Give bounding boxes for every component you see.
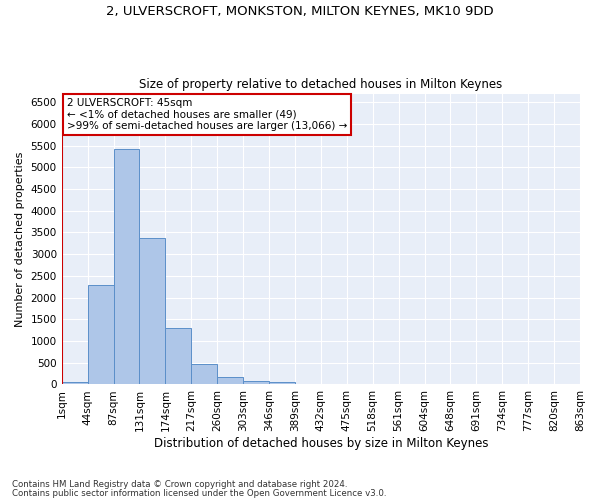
Bar [269, 382, 295, 384]
Bar [88, 286, 113, 384]
Bar [139, 238, 166, 384]
Text: 2, ULVERSCROFT, MONKSTON, MILTON KEYNES, MK10 9DD: 2, ULVERSCROFT, MONKSTON, MILTON KEYNES,… [106, 5, 494, 18]
X-axis label: Distribution of detached houses by size in Milton Keynes: Distribution of detached houses by size … [154, 437, 488, 450]
Bar [62, 382, 88, 384]
Bar [191, 364, 217, 384]
Bar [243, 381, 269, 384]
Text: Contains HM Land Registry data © Crown copyright and database right 2024.: Contains HM Land Registry data © Crown c… [12, 480, 347, 489]
Bar [113, 148, 139, 384]
Title: Size of property relative to detached houses in Milton Keynes: Size of property relative to detached ho… [139, 78, 502, 91]
Y-axis label: Number of detached properties: Number of detached properties [15, 152, 25, 326]
Bar [166, 328, 191, 384]
Text: 2 ULVERSCROFT: 45sqm
← <1% of detached houses are smaller (49)
>99% of semi-deta: 2 ULVERSCROFT: 45sqm ← <1% of detached h… [67, 98, 347, 131]
Bar [217, 378, 243, 384]
Text: Contains public sector information licensed under the Open Government Licence v3: Contains public sector information licen… [12, 489, 386, 498]
